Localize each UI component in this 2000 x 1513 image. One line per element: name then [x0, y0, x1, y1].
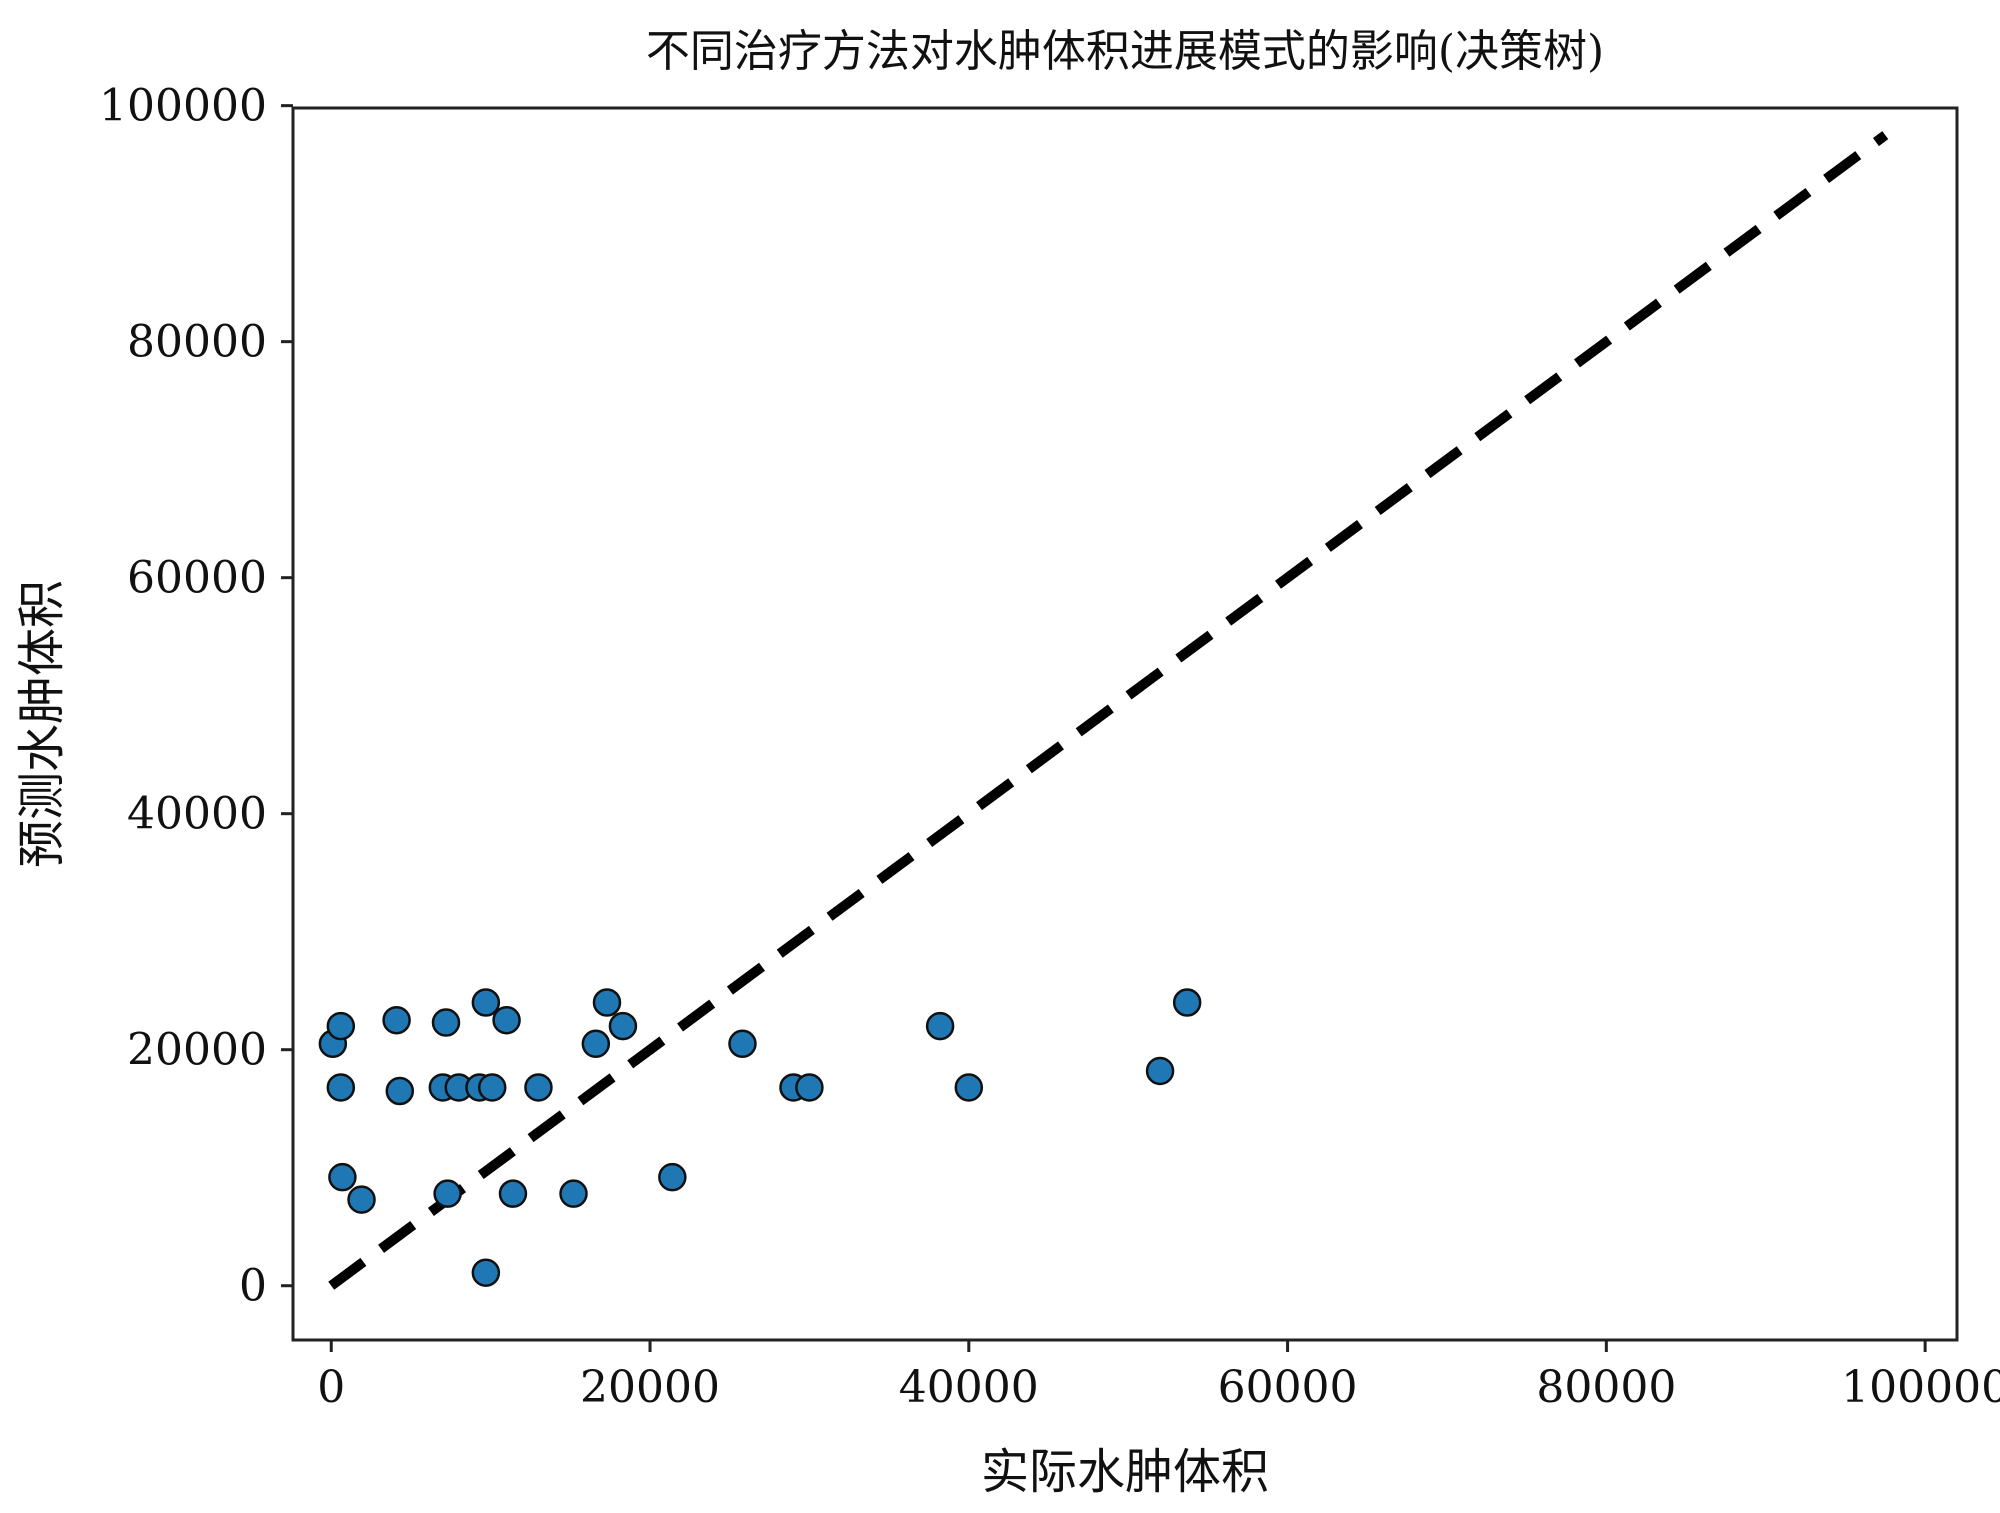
data-point [471, 1258, 501, 1287]
x-tick-label: 40000 [899, 1362, 1039, 1413]
data-point [608, 1011, 638, 1041]
data-point [498, 1179, 528, 1208]
y-tick-label: 100000 [99, 81, 267, 132]
data-point [326, 1073, 356, 1102]
data-point [433, 1179, 462, 1208]
x-tick-label: 80000 [1536, 1362, 1676, 1413]
data-point [925, 1011, 955, 1041]
data-point [592, 988, 622, 1017]
data-point [471, 988, 501, 1017]
y-axis-label: 预测水肿体积 [14, 580, 70, 868]
data-point [1145, 1056, 1175, 1086]
x-tick-label: 20000 [580, 1362, 720, 1413]
data-point [524, 1073, 553, 1102]
data-point [328, 1162, 357, 1192]
data-point [347, 1185, 376, 1214]
data-point [385, 1076, 415, 1106]
x-tick-label: 100000 [1841, 1362, 2000, 1413]
y-tick-label: 60000 [127, 553, 267, 604]
plot-area [293, 108, 1957, 1340]
x-axis-ticks: 0 20000 40000 60000 80000 100000 [317, 1340, 2000, 1413]
x-tick-label: 60000 [1218, 1362, 1358, 1413]
y-tick-label: 40000 [127, 789, 267, 840]
chart-title: 不同治疗方法对水肿体积进展模式的影响(决策树) [646, 26, 1604, 77]
y-tick-label: 0 [239, 1261, 267, 1312]
y-tick-label: 20000 [127, 1025, 267, 1076]
data-point [559, 1179, 588, 1208]
data-point [477, 1073, 507, 1102]
data-point [581, 1029, 611, 1059]
data-point [431, 1008, 461, 1037]
data-point [658, 1162, 687, 1192]
data-point [382, 1005, 411, 1035]
data-point [954, 1073, 984, 1102]
data-point [1172, 988, 1202, 1017]
y-axis-ticks: 0 20000 40000 60000 80000 100000 [99, 81, 293, 1312]
data-point [728, 1029, 757, 1059]
y-tick-label: 80000 [127, 317, 267, 368]
reference-line-layer [328, 131, 1889, 1290]
reference-line [328, 131, 1889, 1290]
data-point [326, 1011, 356, 1041]
data-point [795, 1073, 824, 1102]
plot-frame [291, 106, 1959, 1342]
x-tick-label: 0 [317, 1362, 345, 1413]
points-layer [318, 988, 1202, 1287]
data-point [492, 1005, 521, 1035]
x-axis-label: 实际水肿体积 [981, 1444, 1269, 1500]
